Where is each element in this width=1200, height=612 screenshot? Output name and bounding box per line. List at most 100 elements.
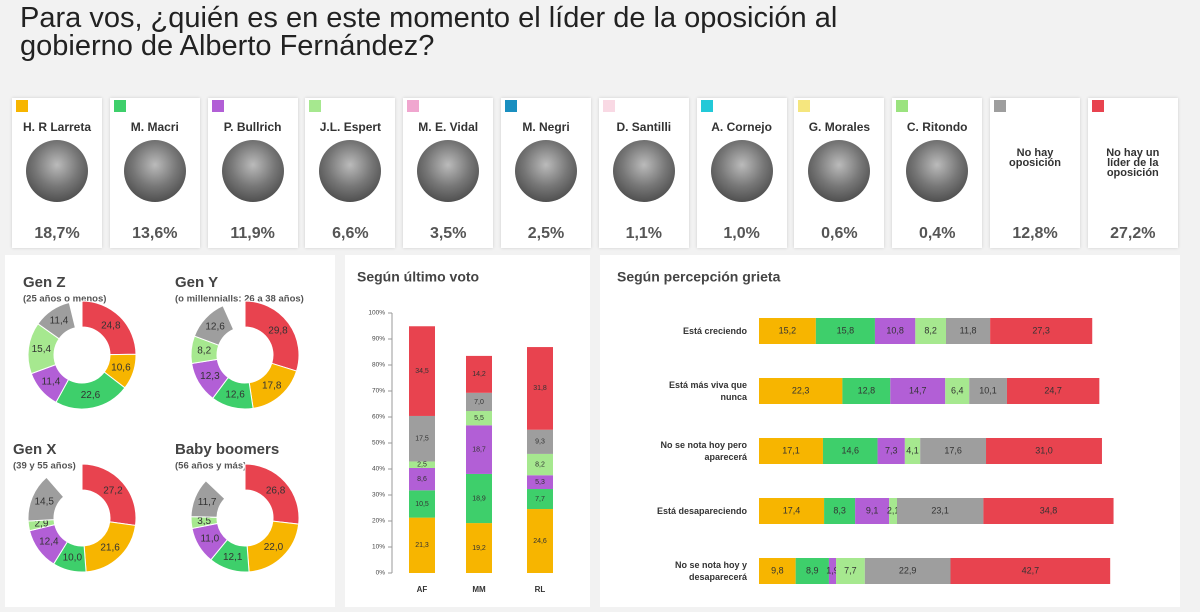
bar-segment <box>466 473 492 524</box>
bar-segment <box>759 498 825 524</box>
candidate-name: No hay un líder de la oposición <box>1106 147 1160 179</box>
y-tick-label: No se nota hoy y desaparecerá <box>674 560 747 582</box>
data-label: 31,0 <box>1035 445 1053 455</box>
data-label: 11,7 <box>198 497 217 508</box>
bar-segment <box>904 438 921 464</box>
data-label: 9,1 <box>866 505 879 515</box>
donut-title: Gen Y <box>175 274 218 291</box>
data-label: 6,4 <box>951 385 964 395</box>
bar-segment <box>759 438 823 464</box>
bar-segment <box>824 498 856 524</box>
data-label: 9,8 <box>771 565 784 575</box>
color-key <box>211 100 224 112</box>
data-label: 11,8 <box>960 325 977 335</box>
data-label: 15,4 <box>32 344 52 355</box>
color-key <box>309 100 322 112</box>
y-tick-label: Está más viva que nunca <box>668 380 747 402</box>
donut-segment <box>193 305 235 346</box>
color-key <box>700 100 713 112</box>
data-label: 2,5 <box>417 462 427 469</box>
data-label: 34,5 <box>415 368 429 375</box>
panel <box>600 255 1180 607</box>
bar-segment <box>950 558 1111 584</box>
bar-segment <box>920 438 987 464</box>
value-label: 0,6% <box>821 225 858 242</box>
data-label: 34,8 <box>1040 505 1058 515</box>
data-label: 14,5 <box>34 497 54 508</box>
bar-segment <box>969 378 1007 404</box>
bar-segment <box>890 378 946 404</box>
color-key <box>994 100 1006 112</box>
donut-segment <box>37 301 76 340</box>
y-tick-label: 10% <box>372 544 385 551</box>
data-label: 8,2 <box>197 346 211 357</box>
candidate-card: D. Santilli 1,1% <box>598 98 689 248</box>
data-label: 7,3 <box>885 445 898 455</box>
data-label: 14,6 <box>841 445 859 455</box>
candidate-name: A. Cornejo <box>711 120 772 134</box>
value-label: 6,6% <box>332 225 369 242</box>
candidate-card: No hay oposición 12,8% <box>990 98 1080 248</box>
data-label: 8,2 <box>535 461 545 468</box>
color-key <box>407 100 420 112</box>
data-label: 12,3 <box>200 371 220 382</box>
data-label: 14,7 <box>909 385 927 395</box>
candidate-card: G. Morales 0,6% <box>794 98 885 248</box>
y-tick-label: 40% <box>372 466 385 473</box>
candidate-name: H. R Larreta <box>22 120 92 134</box>
y-tick-label: 30% <box>372 492 385 499</box>
bar-segment <box>527 475 553 490</box>
bar-segment <box>527 453 553 476</box>
candidate-photo <box>612 140 675 202</box>
bar-segment <box>527 429 553 454</box>
bar-segment <box>945 378 970 404</box>
data-label: 7,7 <box>844 565 857 575</box>
bar-segment <box>466 425 492 474</box>
value-label: 1,1% <box>625 225 663 242</box>
bar-segment <box>466 355 492 393</box>
bar-segment <box>864 558 951 584</box>
y-tick-label: 60% <box>372 414 385 421</box>
data-label: 11,0 <box>200 534 219 545</box>
data-label: 2,1 <box>887 505 900 515</box>
data-label: 17,8 <box>262 381 282 392</box>
candidate-photo <box>221 140 284 202</box>
y-tick-label: Está desapareciendo <box>656 506 747 516</box>
bar-segment <box>795 558 829 584</box>
bar-segment <box>409 461 435 468</box>
color-key <box>113 100 126 112</box>
data-label: 22,6 <box>81 390 101 401</box>
data-label: 5,5 <box>474 415 484 422</box>
data-label: 10,0 <box>63 552 83 563</box>
data-label: 24,7 <box>1044 385 1062 395</box>
bar-segment <box>842 378 891 404</box>
bar-segment <box>874 318 916 344</box>
data-label: 4,1 <box>906 445 919 455</box>
y-tick-label: No se nota hoy pero aparecerá <box>660 440 747 462</box>
bar-segment <box>990 318 1093 344</box>
data-label: 8,6 <box>417 476 427 483</box>
y-tick-label: 50% <box>372 440 385 447</box>
candidate-card: H. R Larreta 18,7% <box>12 98 102 248</box>
data-label: 8,3 <box>833 505 846 515</box>
donut-title: Gen X <box>13 441 56 458</box>
value-label: 18,7% <box>34 225 80 242</box>
data-label: 23,1 <box>931 505 949 515</box>
candidate-photo <box>319 140 382 202</box>
chart-title: Según último voto <box>357 269 479 285</box>
donut-segment <box>190 480 226 518</box>
candidate-name: No hay oposición <box>1009 147 1061 169</box>
bar-segment <box>409 517 435 573</box>
bar-segment <box>759 318 816 344</box>
candidate-card: P. Bullrich 11,9% <box>207 98 298 248</box>
data-label: 12,6 <box>225 389 245 400</box>
data-label: 12,4 <box>39 537 59 548</box>
data-label: 17,1 <box>782 445 800 455</box>
data-label: 42,7 <box>1022 565 1040 575</box>
data-label: 10,1 <box>979 385 997 395</box>
data-label: 1,9 <box>826 565 839 575</box>
donut-segment <box>27 476 65 522</box>
bar-segment <box>877 438 905 464</box>
data-label: 26,8 <box>266 485 286 496</box>
color-key <box>896 100 909 112</box>
